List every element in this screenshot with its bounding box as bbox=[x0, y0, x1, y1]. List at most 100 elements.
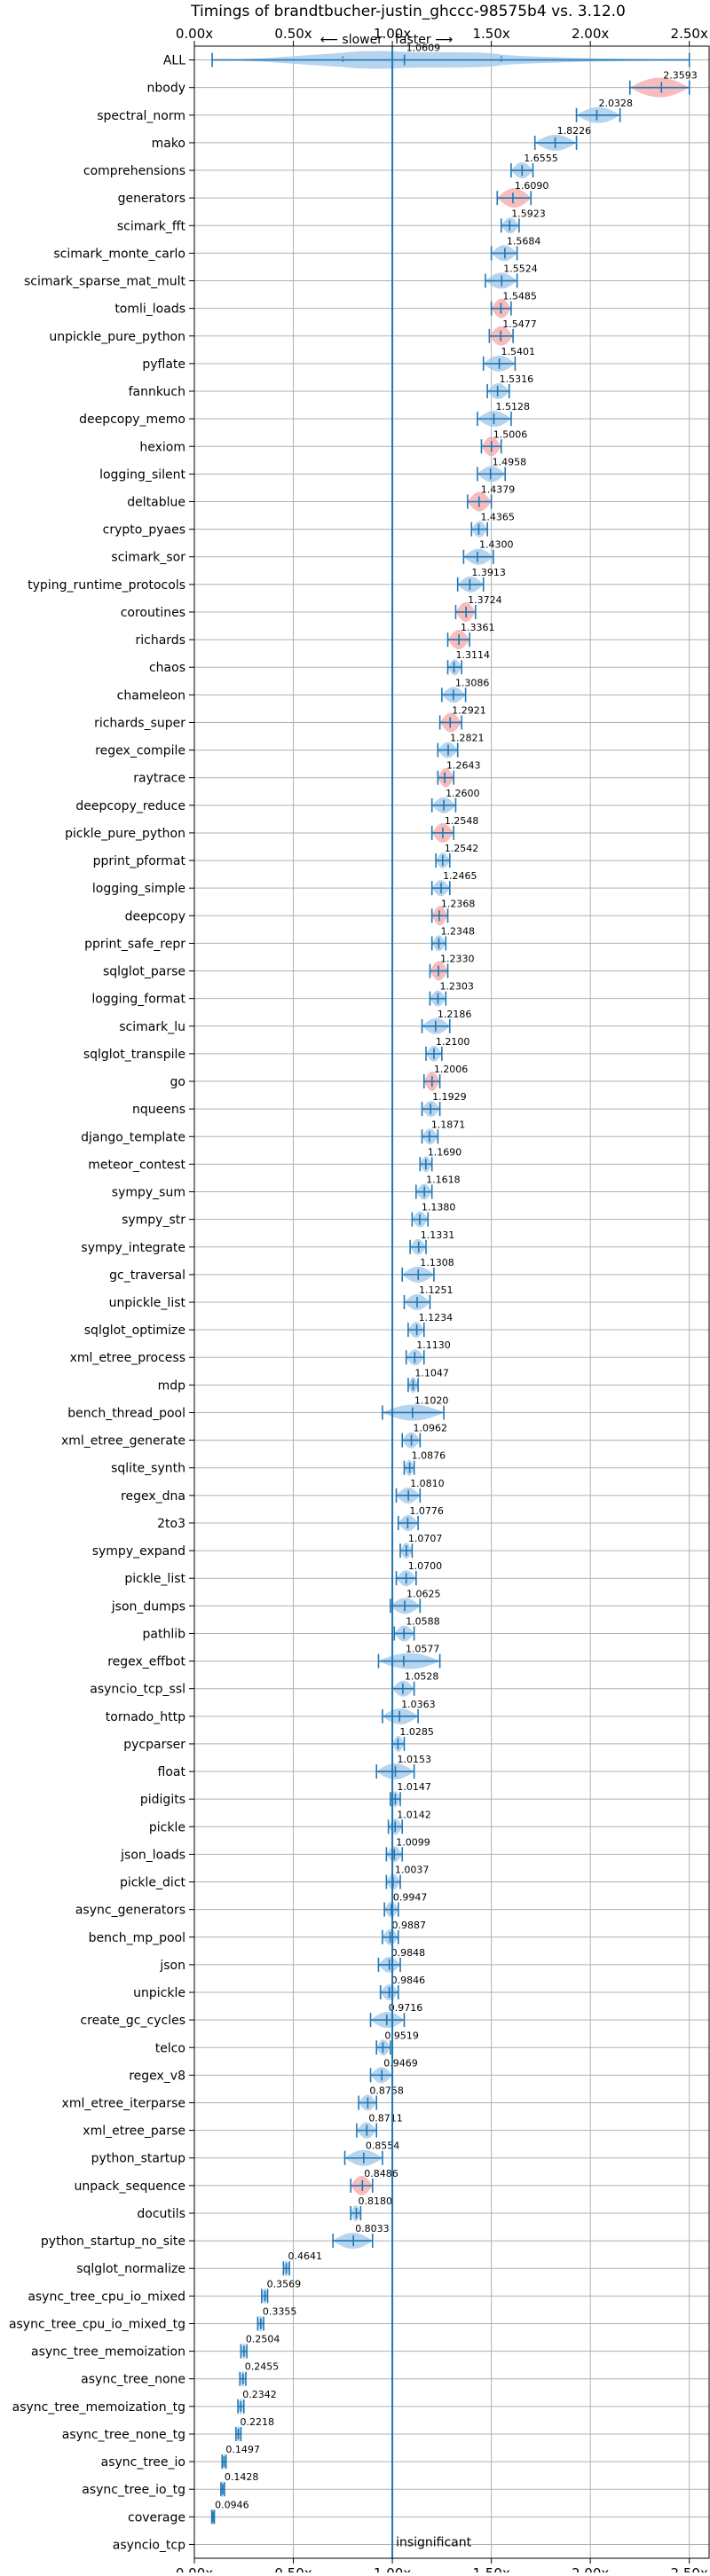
benchmark-label: pickle bbox=[149, 1820, 185, 1834]
benchmark-label: 2to3 bbox=[157, 1517, 185, 1531]
benchmark-label: sympy_expand bbox=[92, 1544, 185, 1559]
benchmark-label: xml_etree_iterparse bbox=[62, 2097, 185, 2111]
value-label: 1.1690 bbox=[428, 1146, 462, 1158]
benchmark-label: generators bbox=[118, 192, 185, 206]
value-label: 1.0285 bbox=[399, 1726, 434, 1738]
benchmark-label: async_tree_memoization_tg bbox=[12, 2400, 185, 2415]
benchmark-label: logging_format bbox=[91, 993, 185, 1007]
benchmark-label: ALL bbox=[163, 54, 185, 68]
benchmark-label: async_tree_memoization bbox=[31, 2345, 185, 2360]
slower-direction-label: ⟵ slower bbox=[320, 33, 383, 47]
value-label: 1.0810 bbox=[410, 1478, 445, 1489]
benchmark-label: async_tree_cpu_io_mixed_tg bbox=[9, 2317, 185, 2331]
value-label: 1.3724 bbox=[468, 594, 502, 606]
benchmark-label: mdp bbox=[158, 1378, 186, 1393]
value-label: 0.3569 bbox=[267, 2278, 302, 2289]
value-label: 0.9848 bbox=[391, 1947, 426, 1959]
value-label: 1.0707 bbox=[408, 1533, 443, 1544]
benchmark-label: pprint_safe_repr bbox=[84, 937, 185, 951]
benchmark-label: meteor_contest bbox=[88, 1158, 185, 1172]
x-tick-label-bottom: 1.50x bbox=[472, 2565, 509, 2572]
benchmark-label: deepcopy_memo bbox=[79, 412, 185, 427]
x-tick-label-top: 1.50x bbox=[472, 26, 509, 42]
value-label: 1.5923 bbox=[511, 208, 546, 219]
benchmark-label: fannkuch bbox=[129, 385, 185, 399]
benchmark-label: telco bbox=[155, 2041, 185, 2055]
benchmark-label: deepcopy bbox=[125, 909, 185, 923]
benchmark-label: async_tree_none_tg bbox=[62, 2428, 185, 2442]
benchmark-label: scimark_monte_carlo bbox=[53, 247, 185, 261]
value-label: 1.1380 bbox=[422, 1202, 456, 1213]
value-label: 1.2348 bbox=[440, 925, 475, 937]
benchmark-label: json_dumps bbox=[111, 1599, 185, 1614]
benchmark-label: logging_simple bbox=[92, 882, 185, 896]
value-label: 1.0876 bbox=[412, 1450, 446, 1462]
benchmark-label: pathlib bbox=[143, 1627, 186, 1641]
chart-title: Timings of brandtbucher-justin_ghccc-985… bbox=[190, 3, 626, 20]
benchmark-label: richards_super bbox=[94, 716, 185, 730]
value-label: 1.0588 bbox=[406, 1615, 440, 1627]
value-label: 1.4300 bbox=[479, 539, 514, 551]
benchmark-label: unpack_sequence bbox=[75, 2179, 185, 2194]
value-label: 0.8180 bbox=[358, 2195, 392, 2207]
benchmark-label: raytrace bbox=[133, 772, 185, 786]
benchmark-label: float bbox=[158, 1765, 186, 1779]
benchmark-label: bench_thread_pool bbox=[67, 1406, 185, 1420]
value-label: 1.8226 bbox=[557, 125, 592, 137]
value-label: 1.0099 bbox=[396, 1836, 430, 1848]
benchmark-label: scimark_lu bbox=[119, 1020, 185, 1034]
value-label: 0.8033 bbox=[355, 2223, 390, 2234]
benchmark-label: comprehensions bbox=[83, 164, 185, 178]
value-label: 1.2100 bbox=[436, 1036, 470, 1048]
value-label: 1.4365 bbox=[480, 512, 515, 523]
benchmark-label: unpickle bbox=[133, 1986, 185, 2000]
value-label: 1.0962 bbox=[414, 1423, 448, 1434]
benchmark-label: sympy_integrate bbox=[81, 1241, 185, 1255]
value-label: 0.2504 bbox=[246, 2334, 280, 2345]
benchmark-label: asyncio_tcp_ssl bbox=[90, 1683, 185, 1697]
value-label: 1.5006 bbox=[493, 428, 528, 440]
value-label: 1.2542 bbox=[445, 843, 479, 854]
value-label: 1.2548 bbox=[445, 815, 479, 827]
value-label: 1.3361 bbox=[461, 622, 495, 633]
grid-layer bbox=[193, 46, 709, 2558]
value-label: 1.5684 bbox=[507, 235, 541, 247]
benchmark-label: regex_compile bbox=[95, 744, 185, 758]
benchmark-label: async_generators bbox=[75, 1904, 185, 1918]
benchmark-label: sqlglot_optimize bbox=[84, 1323, 185, 1338]
value-label: 0.2455 bbox=[245, 2361, 280, 2373]
value-label: 0.9947 bbox=[393, 1892, 428, 1904]
benchmark-label: async_tree_cpu_io_mixed bbox=[28, 2289, 185, 2304]
benchmark-label: async_tree_none bbox=[81, 2373, 185, 2387]
axis-layer: 0.00x 0.00x 0.50x 0.50x 1.00x 1.00x 1.50x 1.50x… bbox=[9, 26, 708, 2576]
benchmark-label: mako bbox=[152, 137, 185, 151]
benchmark-label: bench_mp_pool bbox=[89, 1931, 185, 1945]
value-label: 1.5401 bbox=[501, 346, 536, 357]
value-label-layer: 1.0609 2.3593 2.0328 1.8226 1.6555 1.6090 1.59… bbox=[215, 43, 698, 2550]
benchmark-label: nbody bbox=[147, 82, 186, 96]
benchmark-label: xml_etree_generate bbox=[61, 1434, 185, 1449]
benchmark-label: sqlglot_parse bbox=[103, 965, 185, 979]
value-label: 1.0153 bbox=[397, 1754, 431, 1765]
value-label: 1.0142 bbox=[397, 1809, 431, 1820]
value-label: 1.6555 bbox=[524, 153, 558, 164]
x-tick-label-bottom: 2.00x bbox=[572, 2565, 609, 2572]
value-label: 0.2218 bbox=[240, 2416, 274, 2428]
x-tick-label-bottom: 1.00x bbox=[374, 2565, 411, 2572]
value-label: 0.9846 bbox=[391, 1975, 426, 1986]
value-label: 1.2330 bbox=[440, 954, 475, 965]
benchmark-label: pickle_dict bbox=[120, 1876, 186, 1890]
value-label: 1.3086 bbox=[455, 677, 490, 688]
x-tick-label-top: 0.50x bbox=[274, 26, 312, 42]
value-label: 1.0625 bbox=[406, 1588, 441, 1599]
benchmark-label: gc_traversal bbox=[109, 1268, 185, 1283]
benchmark-label: sqlglot_normalize bbox=[76, 2262, 185, 2276]
benchmark-label: json bbox=[159, 1959, 185, 1973]
value-label: 1.1251 bbox=[419, 1284, 454, 1296]
benchmark-label: asyncio_tcp bbox=[113, 2538, 185, 2552]
benchmark-label: async_tree_io_tg bbox=[82, 2483, 185, 2497]
value-label: 0.1497 bbox=[225, 2444, 260, 2455]
benchmark-label: scimark_fft bbox=[117, 219, 186, 233]
benchmark-label: python_startup_no_site bbox=[41, 2234, 185, 2249]
